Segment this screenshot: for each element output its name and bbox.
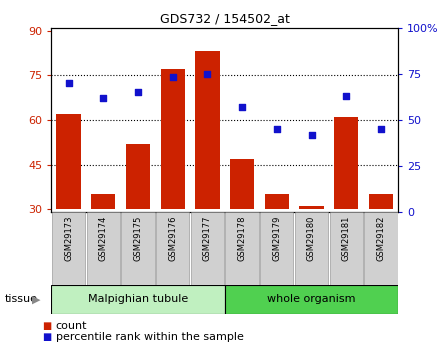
Text: Malpighian tubule: Malpighian tubule xyxy=(88,294,188,304)
FancyBboxPatch shape xyxy=(364,212,397,285)
Text: count: count xyxy=(56,321,87,331)
FancyBboxPatch shape xyxy=(121,212,154,285)
Bar xyxy=(91,194,115,209)
Bar xyxy=(225,285,398,314)
Point xyxy=(343,93,350,99)
Point xyxy=(308,132,315,137)
Text: ■: ■ xyxy=(42,321,52,331)
Text: GSM29174: GSM29174 xyxy=(99,216,108,261)
Point xyxy=(239,104,246,110)
FancyBboxPatch shape xyxy=(156,212,189,285)
Text: GSM29181: GSM29181 xyxy=(342,216,351,261)
FancyBboxPatch shape xyxy=(191,212,224,285)
Bar xyxy=(161,69,185,209)
Title: GDS732 / 154502_at: GDS732 / 154502_at xyxy=(160,12,290,25)
Bar xyxy=(195,51,219,209)
Text: tissue: tissue xyxy=(4,295,37,304)
Point xyxy=(134,89,142,95)
Bar xyxy=(51,285,225,314)
FancyBboxPatch shape xyxy=(52,212,85,285)
Text: ▶: ▶ xyxy=(32,295,40,304)
Point xyxy=(169,75,176,80)
Bar xyxy=(265,194,289,209)
FancyBboxPatch shape xyxy=(295,212,328,285)
Text: GSM29178: GSM29178 xyxy=(238,216,247,261)
Text: GSM29182: GSM29182 xyxy=(376,216,385,261)
FancyBboxPatch shape xyxy=(226,212,259,285)
FancyBboxPatch shape xyxy=(330,212,363,285)
Bar xyxy=(57,114,81,209)
Point xyxy=(100,95,107,100)
Text: GSM29173: GSM29173 xyxy=(64,216,73,261)
Bar xyxy=(369,194,393,209)
Point xyxy=(65,80,72,86)
Point xyxy=(273,126,280,132)
Text: GSM29176: GSM29176 xyxy=(168,216,177,261)
Bar xyxy=(299,206,324,209)
FancyBboxPatch shape xyxy=(260,212,293,285)
FancyBboxPatch shape xyxy=(87,212,120,285)
Bar xyxy=(126,144,150,209)
Text: GSM29179: GSM29179 xyxy=(272,216,281,261)
Bar xyxy=(230,159,254,209)
Point xyxy=(204,71,211,77)
Text: GSM29175: GSM29175 xyxy=(134,216,142,261)
Text: GSM29177: GSM29177 xyxy=(203,216,212,261)
Text: ■: ■ xyxy=(42,333,52,342)
Point xyxy=(377,126,384,132)
Bar xyxy=(334,117,358,209)
Text: GSM29180: GSM29180 xyxy=(307,216,316,261)
Text: percentile rank within the sample: percentile rank within the sample xyxy=(56,333,243,342)
Text: whole organism: whole organism xyxy=(267,294,356,304)
